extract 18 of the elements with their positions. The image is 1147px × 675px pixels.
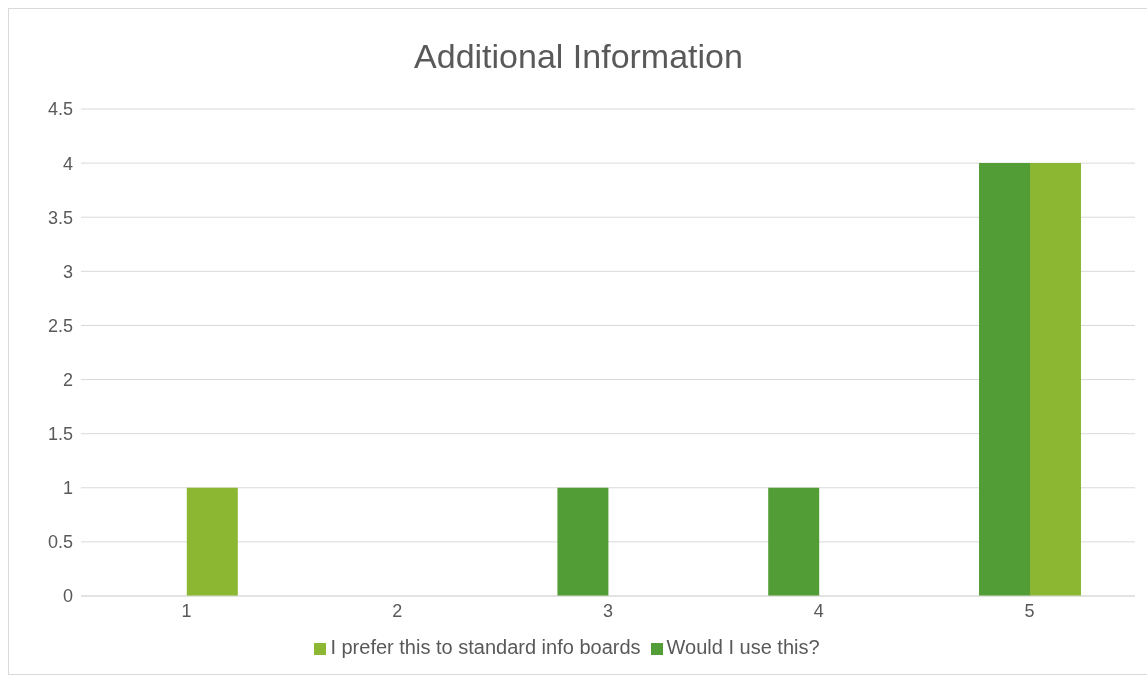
y-tick-label: 1	[62, 478, 73, 499]
legend-label: I prefer this to standard info boards	[330, 636, 641, 658]
x-tick-label: 3	[602, 600, 614, 621]
y-tick-label: 1.5	[47, 424, 73, 445]
y-tick-label: 2.5	[47, 315, 73, 336]
y-tick-label: 0.5	[47, 532, 73, 553]
chart-title: Additional Information	[413, 36, 744, 77]
y-tick-label: 4.5	[47, 99, 73, 120]
x-tick-label: 5	[1024, 600, 1035, 621]
y-tick-label: 0	[62, 586, 73, 607]
y-tick-label: 2	[62, 369, 73, 390]
y-tick-label: 3	[62, 261, 73, 282]
x-tick-label: 2	[392, 600, 403, 621]
legend-label: Would I use this?	[666, 636, 820, 658]
x-tick-label: 1	[181, 600, 192, 621]
x-tick-label: 4	[813, 600, 824, 621]
y-tick-label: 3.5	[47, 207, 73, 228]
y-tick-label: 4	[62, 153, 73, 174]
